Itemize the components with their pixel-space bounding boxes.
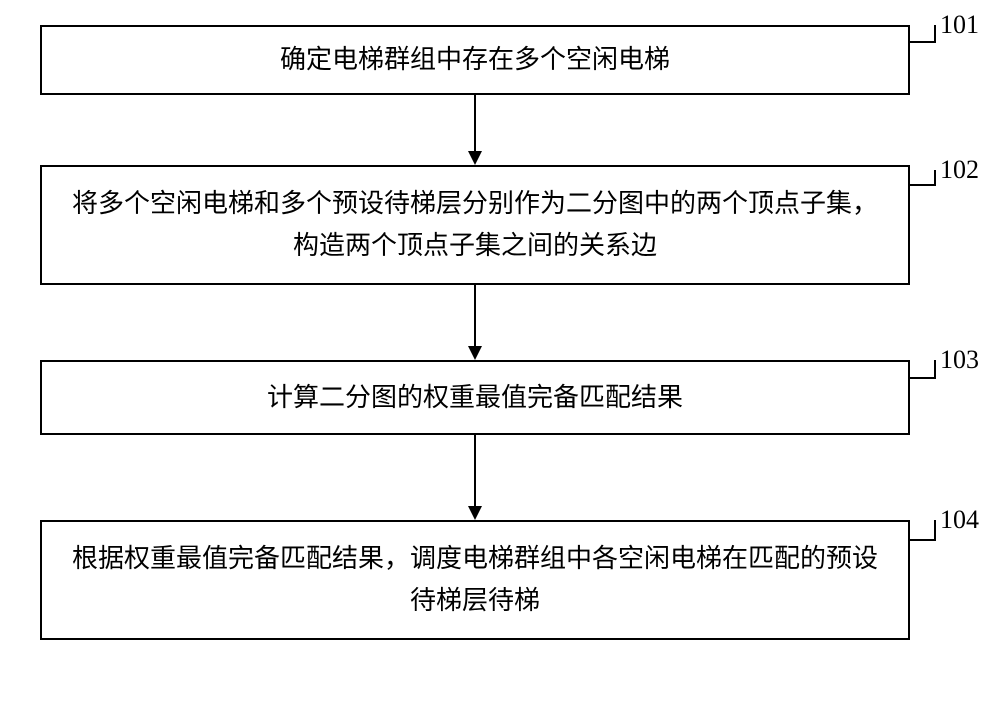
label-hook-103: [910, 360, 935, 378]
step-label-102: 102: [940, 155, 979, 185]
arrowhead-icon: [468, 506, 482, 520]
flow-node-1-text: 确定电梯群组中存在多个空闲电梯: [280, 39, 670, 81]
flow-node-3-text: 计算二分图的权重最值完备匹配结果: [267, 377, 683, 419]
step-label-103: 103: [940, 345, 979, 375]
label-hook-101: [910, 25, 935, 42]
flow-node-4: 根据权重最值完备匹配结果，调度电梯群组中各空闲电梯在匹配的预设待梯层待梯: [40, 520, 910, 640]
step-label-104: 104: [940, 505, 979, 535]
flow-node-2-text: 将多个空闲电梯和多个预设待梯层分别作为二分图中的两个顶点子集，构造两个顶点子集之…: [62, 183, 888, 266]
flow-node-4-text: 根据权重最值完备匹配结果，调度电梯群组中各空闲电梯在匹配的预设待梯层待梯: [62, 538, 888, 621]
flowchart-canvas: 确定电梯群组中存在多个空闲电梯 将多个空闲电梯和多个预设待梯层分别作为二分图中的…: [0, 0, 1000, 714]
label-hook-102: [910, 170, 935, 185]
flow-node-2: 将多个空闲电梯和多个预设待梯层分别作为二分图中的两个顶点子集，构造两个顶点子集之…: [40, 165, 910, 285]
flow-node-1: 确定电梯群组中存在多个空闲电梯: [40, 25, 910, 95]
arrowhead-icon: [468, 151, 482, 165]
label-hook-104: [910, 520, 935, 540]
arrowhead-icon: [468, 346, 482, 360]
flow-node-3: 计算二分图的权重最值完备匹配结果: [40, 360, 910, 435]
step-label-101: 101: [940, 10, 979, 40]
